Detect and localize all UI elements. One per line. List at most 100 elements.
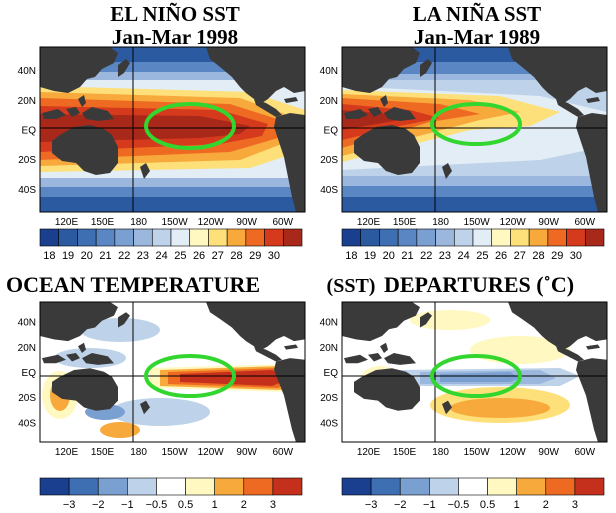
lon-tick-label: 150W <box>464 447 491 458</box>
colorbar-swatch <box>545 477 576 496</box>
colorbar-swatch <box>68 477 99 496</box>
colorbar-swatch <box>370 477 401 496</box>
lon-tick-label: 120W <box>198 217 225 228</box>
lon-tick-label: 120E <box>357 217 381 228</box>
colorbar-swatch <box>133 228 153 247</box>
el-nino-anomaly-map <box>40 302 305 442</box>
colorbar-label: 20 <box>383 250 395 262</box>
colorbar-label: 0.5 <box>178 499 193 511</box>
colorbars: 18 19 20 21 22 23 24 25 26 27 28 29 30 18 19 20 21 22 23 24… <box>39 228 605 511</box>
colorbar-swatch <box>208 228 228 247</box>
la-nina-anomaly-map <box>342 302 607 442</box>
colorbar-swatch <box>379 228 399 247</box>
colorbar-swatch <box>491 228 511 247</box>
lon-tick-label: 150E <box>393 217 417 228</box>
lon-tick-label: 120W <box>500 217 527 228</box>
anomaly-colorbar-left: −3 −2 −1 −0.5 0.5 1 2 3 <box>39 477 303 511</box>
lon-tick-label: 120E <box>55 217 79 228</box>
colorbar-label: −3 <box>365 499 378 511</box>
colorbar-label: 1 <box>212 499 218 511</box>
lon-tick-label: 90W <box>236 447 257 458</box>
colorbar-swatch <box>214 477 245 496</box>
colorbar-label: 26 <box>495 250 507 262</box>
lon-tick-label: 60W <box>574 217 595 228</box>
colorbar-label: 1 <box>514 499 520 511</box>
colorbar-swatch <box>341 228 362 247</box>
departures-title: DEPARTURES (˚C) <box>384 272 575 297</box>
colorbar-label: −1 <box>121 499 134 511</box>
lon-tick-label: 120W <box>500 447 527 458</box>
colorbar-label: 18 <box>345 250 357 262</box>
colorbar-swatch <box>547 228 567 247</box>
lat-tick-label: 20S <box>320 393 338 404</box>
lat-tick-label: 40S <box>320 185 338 196</box>
colorbar-label: 3 <box>270 499 276 511</box>
colorbar-swatch <box>435 228 455 247</box>
colorbar-label: 22 <box>118 250 130 262</box>
colorbar-swatch <box>189 228 209 247</box>
lat-tick-label: 20N <box>18 96 36 107</box>
highlight-ellipse <box>144 102 236 150</box>
colorbar-label: 21 <box>401 250 413 262</box>
colorbar-swatch <box>472 228 493 247</box>
colorbar-swatch <box>574 477 605 496</box>
colorbar-label: −0.5 <box>146 499 168 511</box>
colorbar-swatch <box>397 228 418 247</box>
colorbar-label: −2 <box>394 499 407 511</box>
lon-tick-label: 180 <box>130 447 147 458</box>
lon-tick-label: 120E <box>357 447 381 458</box>
ocean-temperature-title: OCEAN TEMPERATURE <box>6 272 261 297</box>
la-nina-period: Jan-Mar 1989 <box>413 25 541 49</box>
colorbar-label: 28 <box>230 250 242 262</box>
lon-tick-label: 90W <box>538 447 559 458</box>
colorbar-swatch <box>95 228 116 247</box>
lat-tick-label: EQ <box>22 126 37 137</box>
colorbar-swatch <box>39 477 70 496</box>
colorbar-label: 27 <box>212 250 224 262</box>
el-nino-period: Jan-Mar 1998 <box>111 25 239 49</box>
colorbar-swatch <box>58 228 78 247</box>
colorbar-swatch <box>127 477 157 496</box>
colorbar-label: −1 <box>423 499 436 511</box>
colorbar-label: 2 <box>543 499 549 511</box>
colorbar-label: 25 <box>476 250 488 262</box>
colorbar-label: 24 <box>458 250 470 262</box>
el-nino-sst-map <box>40 47 305 212</box>
colorbar-swatch <box>528 228 549 247</box>
colorbar-label: 23 <box>439 250 451 262</box>
colorbar-swatch <box>245 228 265 247</box>
lat-tick-label: 20S <box>18 155 36 166</box>
anomaly-colorbar-right: −3 −2 −1 −0.5 0.5 1 2 3 <box>341 477 605 511</box>
highlight-ellipse <box>430 354 522 398</box>
colorbar-label: 18 <box>43 250 55 262</box>
lon-tick-label: 90W <box>538 217 559 228</box>
lon-tick-label: 150W <box>162 217 189 228</box>
lon-tick-label: 150E <box>91 447 115 458</box>
colorbar-label: 3 <box>572 499 578 511</box>
sst-colorbar-left: 18 19 20 21 22 23 24 25 26 27 28 29 30 <box>39 228 303 262</box>
lon-tick-label: 180 <box>130 217 147 228</box>
lon-tick-label: 150W <box>464 217 491 228</box>
axis-ticks: 40N 20N EQ 20S 40S 120E 150E 180 150W 120W 90W 60W 4… <box>18 66 596 458</box>
lat-tick-label: 40N <box>18 66 36 77</box>
colorbar-swatch <box>510 228 530 247</box>
highlight-ellipse <box>430 102 522 146</box>
colorbar-swatch <box>458 477 488 496</box>
colorbar-label: 23 <box>137 250 149 262</box>
colorbar-label: 26 <box>193 250 205 262</box>
lat-tick-label: 40N <box>18 318 36 329</box>
la-nina-sst-map <box>342 47 607 212</box>
colorbar-swatch <box>341 477 372 496</box>
colorbar-label: 25 <box>174 250 186 262</box>
colorbar-swatch <box>584 228 605 247</box>
colorbar-swatch <box>114 228 134 247</box>
lon-tick-label: 180 <box>432 217 449 228</box>
lon-tick-label: 150E <box>91 217 115 228</box>
colorbar-label: 0.5 <box>480 499 495 511</box>
lat-tick-label: 40S <box>18 418 36 429</box>
lat-tick-label: 20N <box>18 343 36 354</box>
sst-title: (SST) <box>326 275 376 297</box>
colorbar-label: 28 <box>532 250 544 262</box>
colorbar-label: −2 <box>92 499 105 511</box>
